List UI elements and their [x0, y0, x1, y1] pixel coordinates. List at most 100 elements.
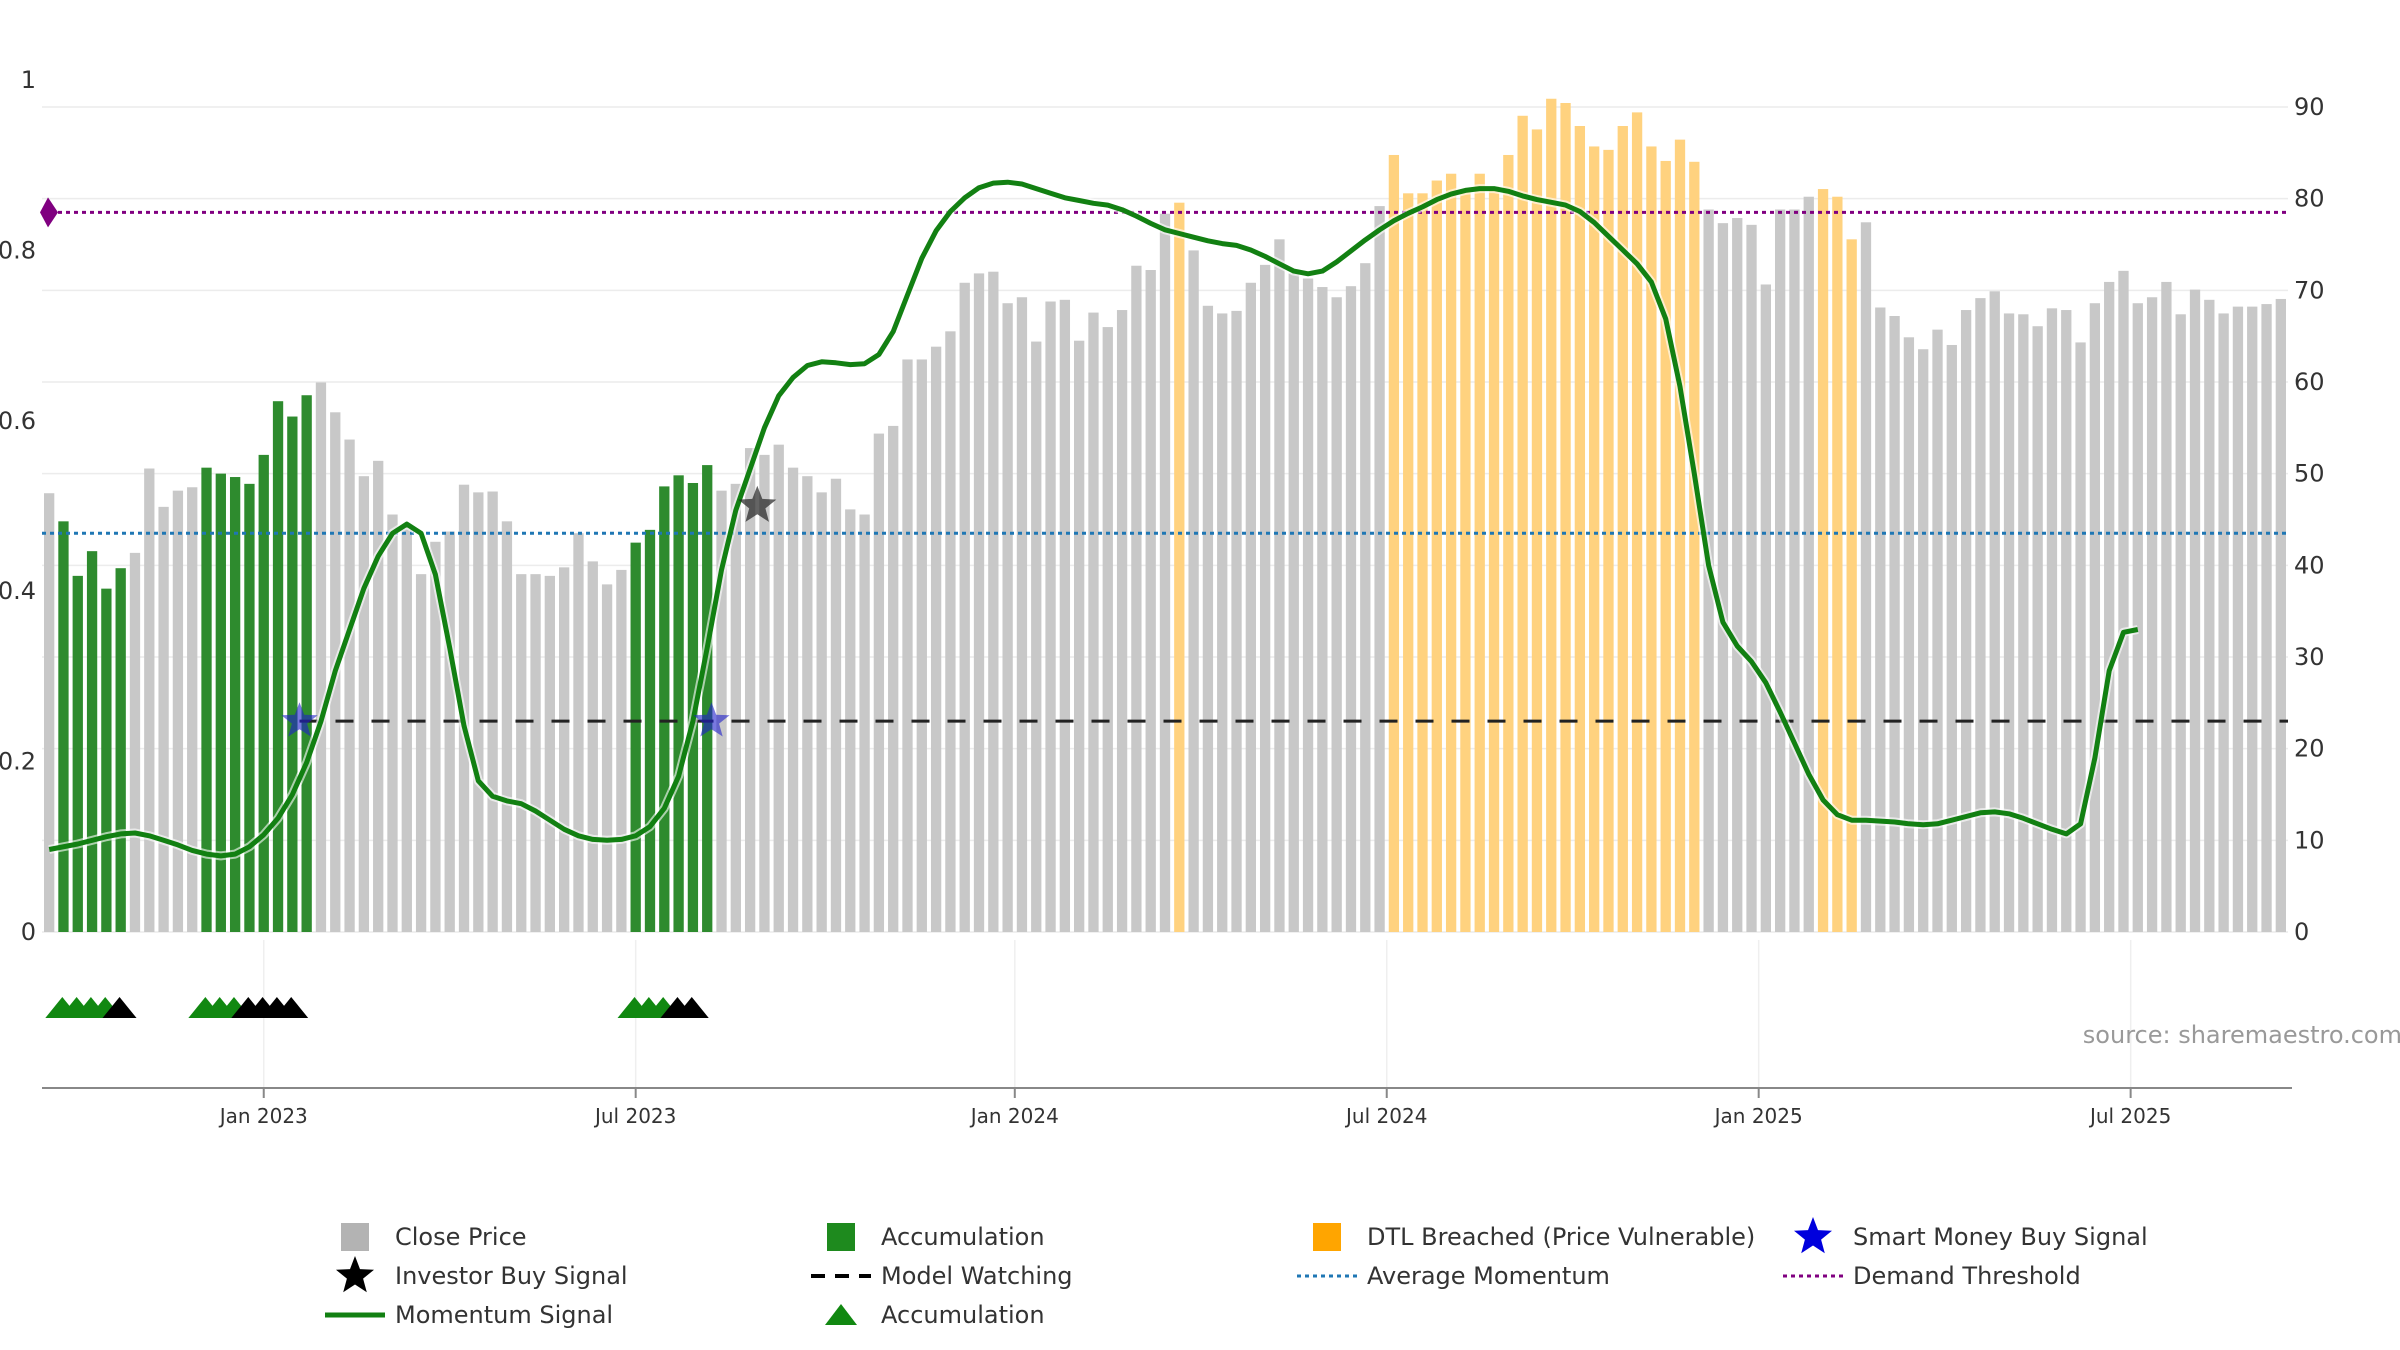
- close-price-bar: [1774, 209, 1786, 932]
- close-price-bar: [2089, 303, 2101, 932]
- legend-item: Average Momentum: [1297, 1262, 1610, 1290]
- dtl-breached-bar: [1832, 196, 1843, 932]
- close-price-bar: [830, 478, 842, 932]
- close-price-bar: [1975, 298, 1986, 932]
- dtl-breached-bar: [1403, 193, 1414, 933]
- close-price-bar: [2275, 298, 2286, 932]
- close-price-bar: [2132, 303, 2143, 932]
- dtl-breached-bar: [1674, 139, 1686, 932]
- close-price-bar: [559, 567, 570, 932]
- close-price-bar: [315, 382, 327, 933]
- close-price-bar: [144, 468, 155, 932]
- signal-markers: [40, 197, 777, 737]
- gray-square-icon: [341, 1223, 369, 1251]
- close-price-bar: [587, 561, 598, 932]
- close-price-bar: [1860, 222, 1872, 932]
- dtl-breached-bar: [1488, 186, 1500, 932]
- close-price-bar: [945, 331, 956, 933]
- close-price-bar: [1016, 297, 1028, 932]
- close-price-bar: [816, 492, 827, 932]
- close-price-bar: [1717, 223, 1729, 933]
- close-price-bar: [2046, 308, 2058, 932]
- legend-label: Smart Money Buy Signal: [1853, 1223, 2148, 1251]
- legend-label: Demand Threshold: [1853, 1262, 2081, 1290]
- close-price-bar: [387, 514, 398, 932]
- accumulation-bar: [72, 575, 83, 932]
- close-price-bar: [344, 439, 355, 932]
- y-left-tick-label: 0.2: [0, 748, 36, 776]
- accumulation-triangle: [674, 997, 709, 1018]
- reference-lines: [42, 210, 2288, 723]
- legend-item: Demand Threshold: [1783, 1262, 2081, 1290]
- close-price-bar: [129, 552, 141, 932]
- close-price-bar: [2204, 299, 2215, 932]
- close-price-bar: [1875, 307, 1886, 932]
- accumulation-bar: [58, 521, 69, 932]
- y-right-tick-label: 0: [2294, 918, 2309, 946]
- close-price-bar: [2146, 297, 2158, 932]
- x-tick-label: Jul 2024: [1344, 1104, 1427, 1128]
- close-price-bar: [2189, 289, 2201, 932]
- y-right-tick-label: 70: [2294, 276, 2325, 304]
- accumulation-bar: [272, 401, 284, 933]
- legend-label: Average Momentum: [1367, 1262, 1610, 1290]
- legend-label: Close Price: [395, 1223, 527, 1251]
- y-right-tick-label: 20: [2294, 735, 2325, 763]
- close-price-bar: [2161, 281, 2172, 932]
- legend-label: Momentum Signal: [395, 1301, 613, 1329]
- y-right-tick-label: 30: [2294, 643, 2325, 671]
- close-price-bar: [959, 282, 970, 932]
- accumulation-bar: [644, 529, 656, 932]
- close-price-bar: [1889, 316, 1900, 932]
- momentum-line: [48, 179, 2139, 859]
- dtl-breached-bar: [1617, 126, 1628, 933]
- close-price-bar: [401, 524, 412, 932]
- close-price-bar: [1760, 284, 1771, 933]
- close-price-bar: [1088, 312, 1099, 932]
- close-price-bar: [573, 533, 584, 932]
- close-price-bar: [1360, 263, 1371, 932]
- close-price-bar: [616, 569, 627, 932]
- close-price-bar: [1116, 310, 1128, 932]
- close-price-bar: [601, 584, 613, 932]
- close-price-bar: [873, 433, 885, 932]
- close-price-bar: [1345, 286, 1357, 933]
- close-price-bar: [2061, 310, 2072, 932]
- close-price-bar: [1317, 287, 1328, 932]
- dtl-breached-bar: [1603, 149, 1614, 932]
- close-price-bar: [1145, 269, 1156, 933]
- close-price-bar: [187, 487, 198, 932]
- close-price-bar: [930, 346, 942, 932]
- smart-money-buy-star: [693, 702, 730, 737]
- dtl-breached-bar: [1460, 189, 1471, 932]
- legend-label: Investor Buy Signal: [395, 1262, 628, 1290]
- close-price-bar: [1803, 196, 1814, 932]
- close-price-bar: [530, 574, 541, 932]
- close-price-bar: [916, 359, 927, 932]
- dtl-breached-bar: [1388, 154, 1400, 932]
- legend-item: Model Watching: [811, 1262, 1073, 1290]
- close-price-bar: [2032, 326, 2043, 932]
- close-price-bar: [1031, 341, 1042, 933]
- accumulation-bar: [702, 465, 713, 932]
- y-right-tick-label: 10: [2294, 826, 2325, 854]
- legend-item: Smart Money Buy Signal: [1794, 1217, 2148, 1254]
- close-price-bar: [473, 492, 484, 932]
- y-right-tick-label: 50: [2294, 460, 2325, 488]
- close-price-bar: [1374, 206, 1385, 932]
- legend-item: Accumulation: [825, 1301, 1045, 1329]
- x-tick-label: Jan 2025: [1713, 1104, 1803, 1128]
- close-price-bar: [1746, 224, 1757, 933]
- dtl-breached-bar: [1631, 112, 1643, 933]
- close-price-bar: [544, 575, 556, 932]
- legend-label: Accumulation: [881, 1301, 1045, 1329]
- y-right-tick-label: 60: [2294, 368, 2325, 396]
- close-price-bar: [1131, 265, 1142, 933]
- y-left-tick-label: 0: [21, 918, 36, 946]
- accumulation-bar: [673, 475, 684, 932]
- close-price-bar: [2104, 281, 2115, 932]
- close-price-bar: [1188, 250, 1199, 932]
- close-price-bar: [501, 521, 513, 932]
- legend-item: Close Price: [341, 1223, 527, 1251]
